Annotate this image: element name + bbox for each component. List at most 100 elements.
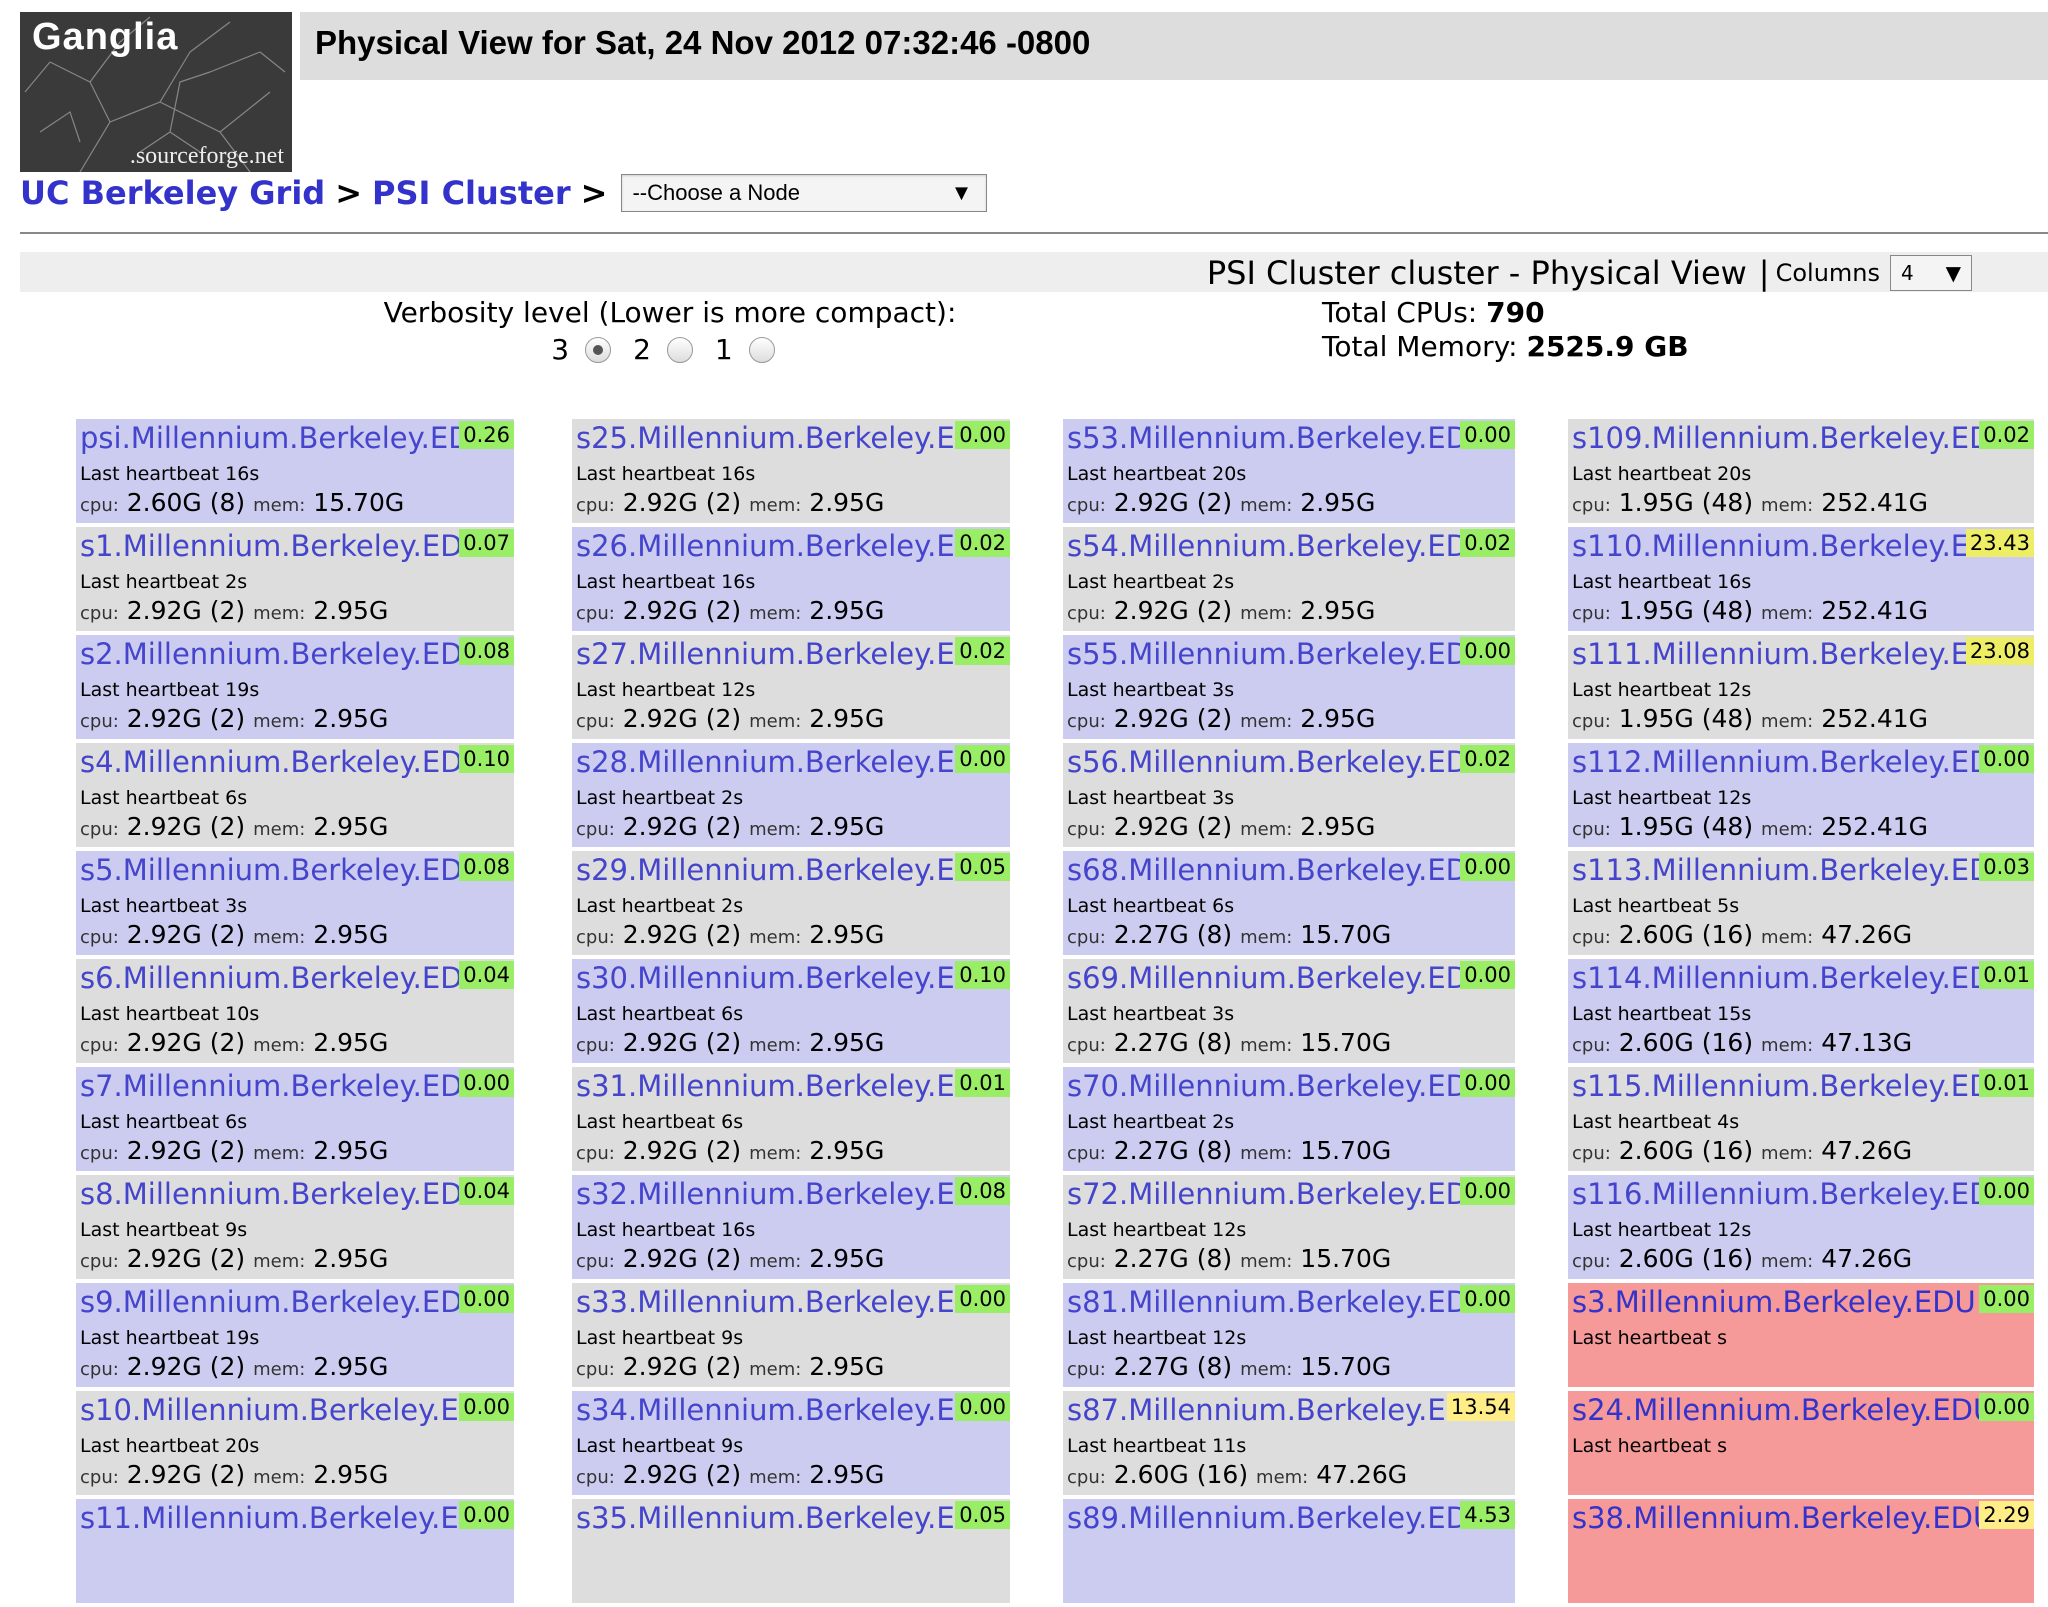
node-name-link[interactable]: s31.Millennium.Berkeley.EDU [576,1069,999,1103]
node-name-link[interactable]: s87.Millennium.Berkeley.EDU [1067,1393,1490,1427]
node-name-link[interactable]: s7.Millennium.Berkeley.EDU [80,1069,484,1103]
node-card[interactable]: s115.Millennium.Berkeley.EDU 0.01 Last hea… [1568,1067,2034,1171]
node-name-link[interactable]: s1.Millennium.Berkeley.EDU [80,529,484,563]
node-card[interactable]: s53.Millennium.Berkeley.EDU 0.00 Last hear… [1063,419,1515,523]
node-name-link[interactable]: s68.Millennium.Berkeley.EDU [1067,853,1490,887]
node-name-link[interactable]: s69.Millennium.Berkeley.EDU [1067,961,1490,995]
node-name-link[interactable]: s113.Millennium.Berkeley.EDU [1572,853,2013,887]
heartbeat-text: Last heartbeat 3s [1067,679,1234,701]
node-card[interactable]: s110.Millennium.Berkeley.EDU 23.43 Last he… [1568,527,2034,631]
node-name-link[interactable]: s6.Millennium.Berkeley.EDU [80,961,484,995]
resource-line: cpu: 2.92G (2) mem: 2.95G [1067,488,1375,517]
node-name-link[interactable]: s3.Millennium.Berkeley.EDU [1572,1285,1976,1319]
node-name-link[interactable]: s81.Millennium.Berkeley.EDU [1067,1285,1490,1319]
node-card[interactable]: s56.Millennium.Berkeley.EDU 0.02 Last hear… [1063,743,1515,847]
node-name-link[interactable]: s32.Millennium.Berkeley.EDU [576,1177,999,1211]
node-name-link[interactable]: s28.Millennium.Berkeley.EDU [576,745,999,779]
node-card[interactable]: s69.Millennium.Berkeley.EDU 0.00 Last hear… [1063,959,1515,1063]
node-name-link[interactable]: s38.Millennium.Berkeley.EDU [1572,1501,1995,1535]
node-name-link[interactable]: s111.Millennium.Berkeley.EDU [1572,637,2013,671]
node-card[interactable]: s34.Millennium.Berkeley.EDU 0.00 Last hear… [572,1391,1010,1495]
resource-line: cpu: 2.60G (16) mem: 47.13G [1572,1028,1912,1057]
node-card[interactable]: s4.Millennium.Berkeley.EDU 0.10 Last heart… [76,743,514,847]
node-name-link[interactable]: s56.Millennium.Berkeley.EDU [1067,745,1490,779]
node-card[interactable]: s27.Millennium.Berkeley.EDU 0.02 Last hear… [572,635,1010,739]
node-name-link[interactable]: s9.Millennium.Berkeley.EDU [80,1285,484,1319]
node-name-link[interactable]: s24.Millennium.Berkeley.EDU [1572,1393,1995,1427]
node-name-link[interactable]: s33.Millennium.Berkeley.EDU [576,1285,999,1319]
node-name-link[interactable]: s53.Millennium.Berkeley.EDU [1067,421,1490,455]
node-name-link[interactable]: s2.Millennium.Berkeley.EDU [80,637,484,671]
node-select[interactable]: --Choose a Node ▼ [621,174,988,212]
node-card[interactable]: s28.Millennium.Berkeley.EDU 0.00 Last hear… [572,743,1010,847]
verbosity-radio-3[interactable] [585,336,612,363]
node-name-link[interactable]: s112.Millennium.Berkeley.EDU [1572,745,2013,779]
node-card[interactable]: s113.Millennium.Berkeley.EDU 0.03 Last hea… [1568,851,2034,955]
verbosity-radio-2[interactable] [666,336,693,363]
node-name-link[interactable]: s5.Millennium.Berkeley.EDU [80,853,484,887]
node-card[interactable]: s72.Millennium.Berkeley.EDU 0.00 Last hear… [1063,1175,1515,1279]
node-name-link[interactable]: s30.Millennium.Berkeley.EDU [576,961,999,995]
node-card[interactable]: s114.Millennium.Berkeley.EDU 0.01 Last hea… [1568,959,2034,1063]
node-card[interactable]: s1.Millennium.Berkeley.EDU 0.07 Last heart… [76,527,514,631]
node-name-link[interactable]: s29.Millennium.Berkeley.EDU [576,853,999,887]
breadcrumb-cluster-link[interactable]: PSI Cluster [372,174,571,212]
node-card[interactable]: s2.Millennium.Berkeley.EDU 0.08 Last heart… [76,635,514,739]
columns-select[interactable]: 4 ▼ [1890,255,1972,291]
node-card-down[interactable]: s38.Millennium.Berkeley.EDU 2.29 [1568,1499,2034,1603]
node-name-link[interactable]: s72.Millennium.Berkeley.EDU [1067,1177,1490,1211]
node-name-link[interactable]: s35.Millennium.Berkeley.EDU [576,1501,999,1535]
node-card[interactable]: s6.Millennium.Berkeley.EDU 0.04 Last heart… [76,959,514,1063]
node-card[interactable]: s35.Millennium.Berkeley.EDU 0.05 [572,1499,1010,1603]
node-card[interactable]: s26.Millennium.Berkeley.EDU 0.02 Last hear… [572,527,1010,631]
heartbeat-text: Last heartbeat 3s [1067,1003,1234,1025]
node-card[interactable]: s54.Millennium.Berkeley.EDU 0.02 Last hear… [1063,527,1515,631]
node-card[interactable]: s8.Millennium.Berkeley.EDU 0.04 Last heart… [76,1175,514,1279]
verbosity-radio-1[interactable] [748,336,775,363]
breadcrumb-grid-link[interactable]: UC Berkeley Grid [20,174,326,212]
node-card[interactable]: s81.Millennium.Berkeley.EDU 0.00 Last hear… [1063,1283,1515,1387]
node-name-link[interactable]: s26.Millennium.Berkeley.EDU [576,529,999,563]
node-name-link[interactable]: s27.Millennium.Berkeley.EDU [576,637,999,671]
node-card[interactable]: s112.Millennium.Berkeley.EDU 0.00 Last hea… [1568,743,2034,847]
node-card[interactable]: s68.Millennium.Berkeley.EDU 0.00 Last hear… [1063,851,1515,955]
node-name-link[interactable]: s34.Millennium.Berkeley.EDU [576,1393,999,1427]
node-name-link[interactable]: s10.Millennium.Berkeley.EDU [80,1393,503,1427]
node-card[interactable]: s89.Millennium.Berkeley.EDU 4.53 [1063,1499,1515,1603]
node-name-link[interactable]: s114.Millennium.Berkeley.EDU [1572,961,2013,995]
node-card[interactable]: s55.Millennium.Berkeley.EDU 0.00 Last hear… [1063,635,1515,739]
node-name-link[interactable]: s8.Millennium.Berkeley.EDU [80,1177,484,1211]
node-card[interactable]: psi.Millennium.Berkeley.EDU 0.26 Last hear… [76,419,514,523]
node-name-link[interactable]: s116.Millennium.Berkeley.EDU [1572,1177,2013,1211]
node-card[interactable]: s5.Millennium.Berkeley.EDU 0.08 Last heart… [76,851,514,955]
node-name-link[interactable]: s11.Millennium.Berkeley.EDU [80,1501,503,1535]
node-name-link[interactable]: s55.Millennium.Berkeley.EDU [1067,637,1490,671]
node-card[interactable]: s32.Millennium.Berkeley.EDU 0.08 Last hear… [572,1175,1010,1279]
node-card[interactable]: s87.Millennium.Berkeley.EDU 13.54 Last hea… [1063,1391,1515,1495]
node-card[interactable]: s25.Millennium.Berkeley.EDU 0.00 Last hear… [572,419,1010,523]
node-card[interactable]: s29.Millennium.Berkeley.EDU 0.05 Last hear… [572,851,1010,955]
node-name-link[interactable]: s110.Millennium.Berkeley.EDU [1572,529,2013,563]
node-card[interactable]: s33.Millennium.Berkeley.EDU 0.00 Last hear… [572,1283,1010,1387]
node-card[interactable]: s30.Millennium.Berkeley.EDU 0.10 Last hear… [572,959,1010,1063]
node-card[interactable]: s109.Millennium.Berkeley.EDU 0.02 Last hea… [1568,419,2034,523]
node-card[interactable]: s10.Millennium.Berkeley.EDU 0.00 Last hear… [76,1391,514,1495]
node-name-link[interactable]: s115.Millennium.Berkeley.EDU [1572,1069,2013,1103]
node-name-link[interactable]: psi.Millennium.Berkeley.EDU [80,421,492,455]
node-name-link[interactable]: s89.Millennium.Berkeley.EDU [1067,1501,1490,1535]
node-name-link[interactable]: s70.Millennium.Berkeley.EDU [1067,1069,1490,1103]
node-name-link[interactable]: s109.Millennium.Berkeley.EDU [1572,421,2013,455]
node-card[interactable]: s116.Millennium.Berkeley.EDU 0.00 Last hea… [1568,1175,2034,1279]
node-card[interactable]: s111.Millennium.Berkeley.EDU 23.08 Last he… [1568,635,2034,739]
node-name-link[interactable]: s54.Millennium.Berkeley.EDU [1067,529,1490,563]
node-card[interactable]: s7.Millennium.Berkeley.EDU 0.00 Last heart… [76,1067,514,1171]
node-card-down[interactable]: s3.Millennium.Berkeley.EDU 0.00 Last heart… [1568,1283,2034,1387]
node-card[interactable]: s9.Millennium.Berkeley.EDU 0.00 Last heart… [76,1283,514,1387]
node-name-link[interactable]: s4.Millennium.Berkeley.EDU [80,745,484,779]
node-card[interactable]: s70.Millennium.Berkeley.EDU 0.00 Last hear… [1063,1067,1515,1171]
ganglia-logo[interactable]: Ganglia .sourceforge.net [20,12,292,172]
node-card[interactable]: s11.Millennium.Berkeley.EDU 0.00 [76,1499,514,1603]
node-card-down[interactable]: s24.Millennium.Berkeley.EDU 0.00 Last hear… [1568,1391,2034,1495]
node-name-link[interactable]: s25.Millennium.Berkeley.EDU [576,421,999,455]
node-card[interactable]: s31.Millennium.Berkeley.EDU 0.01 Last hear… [572,1067,1010,1171]
